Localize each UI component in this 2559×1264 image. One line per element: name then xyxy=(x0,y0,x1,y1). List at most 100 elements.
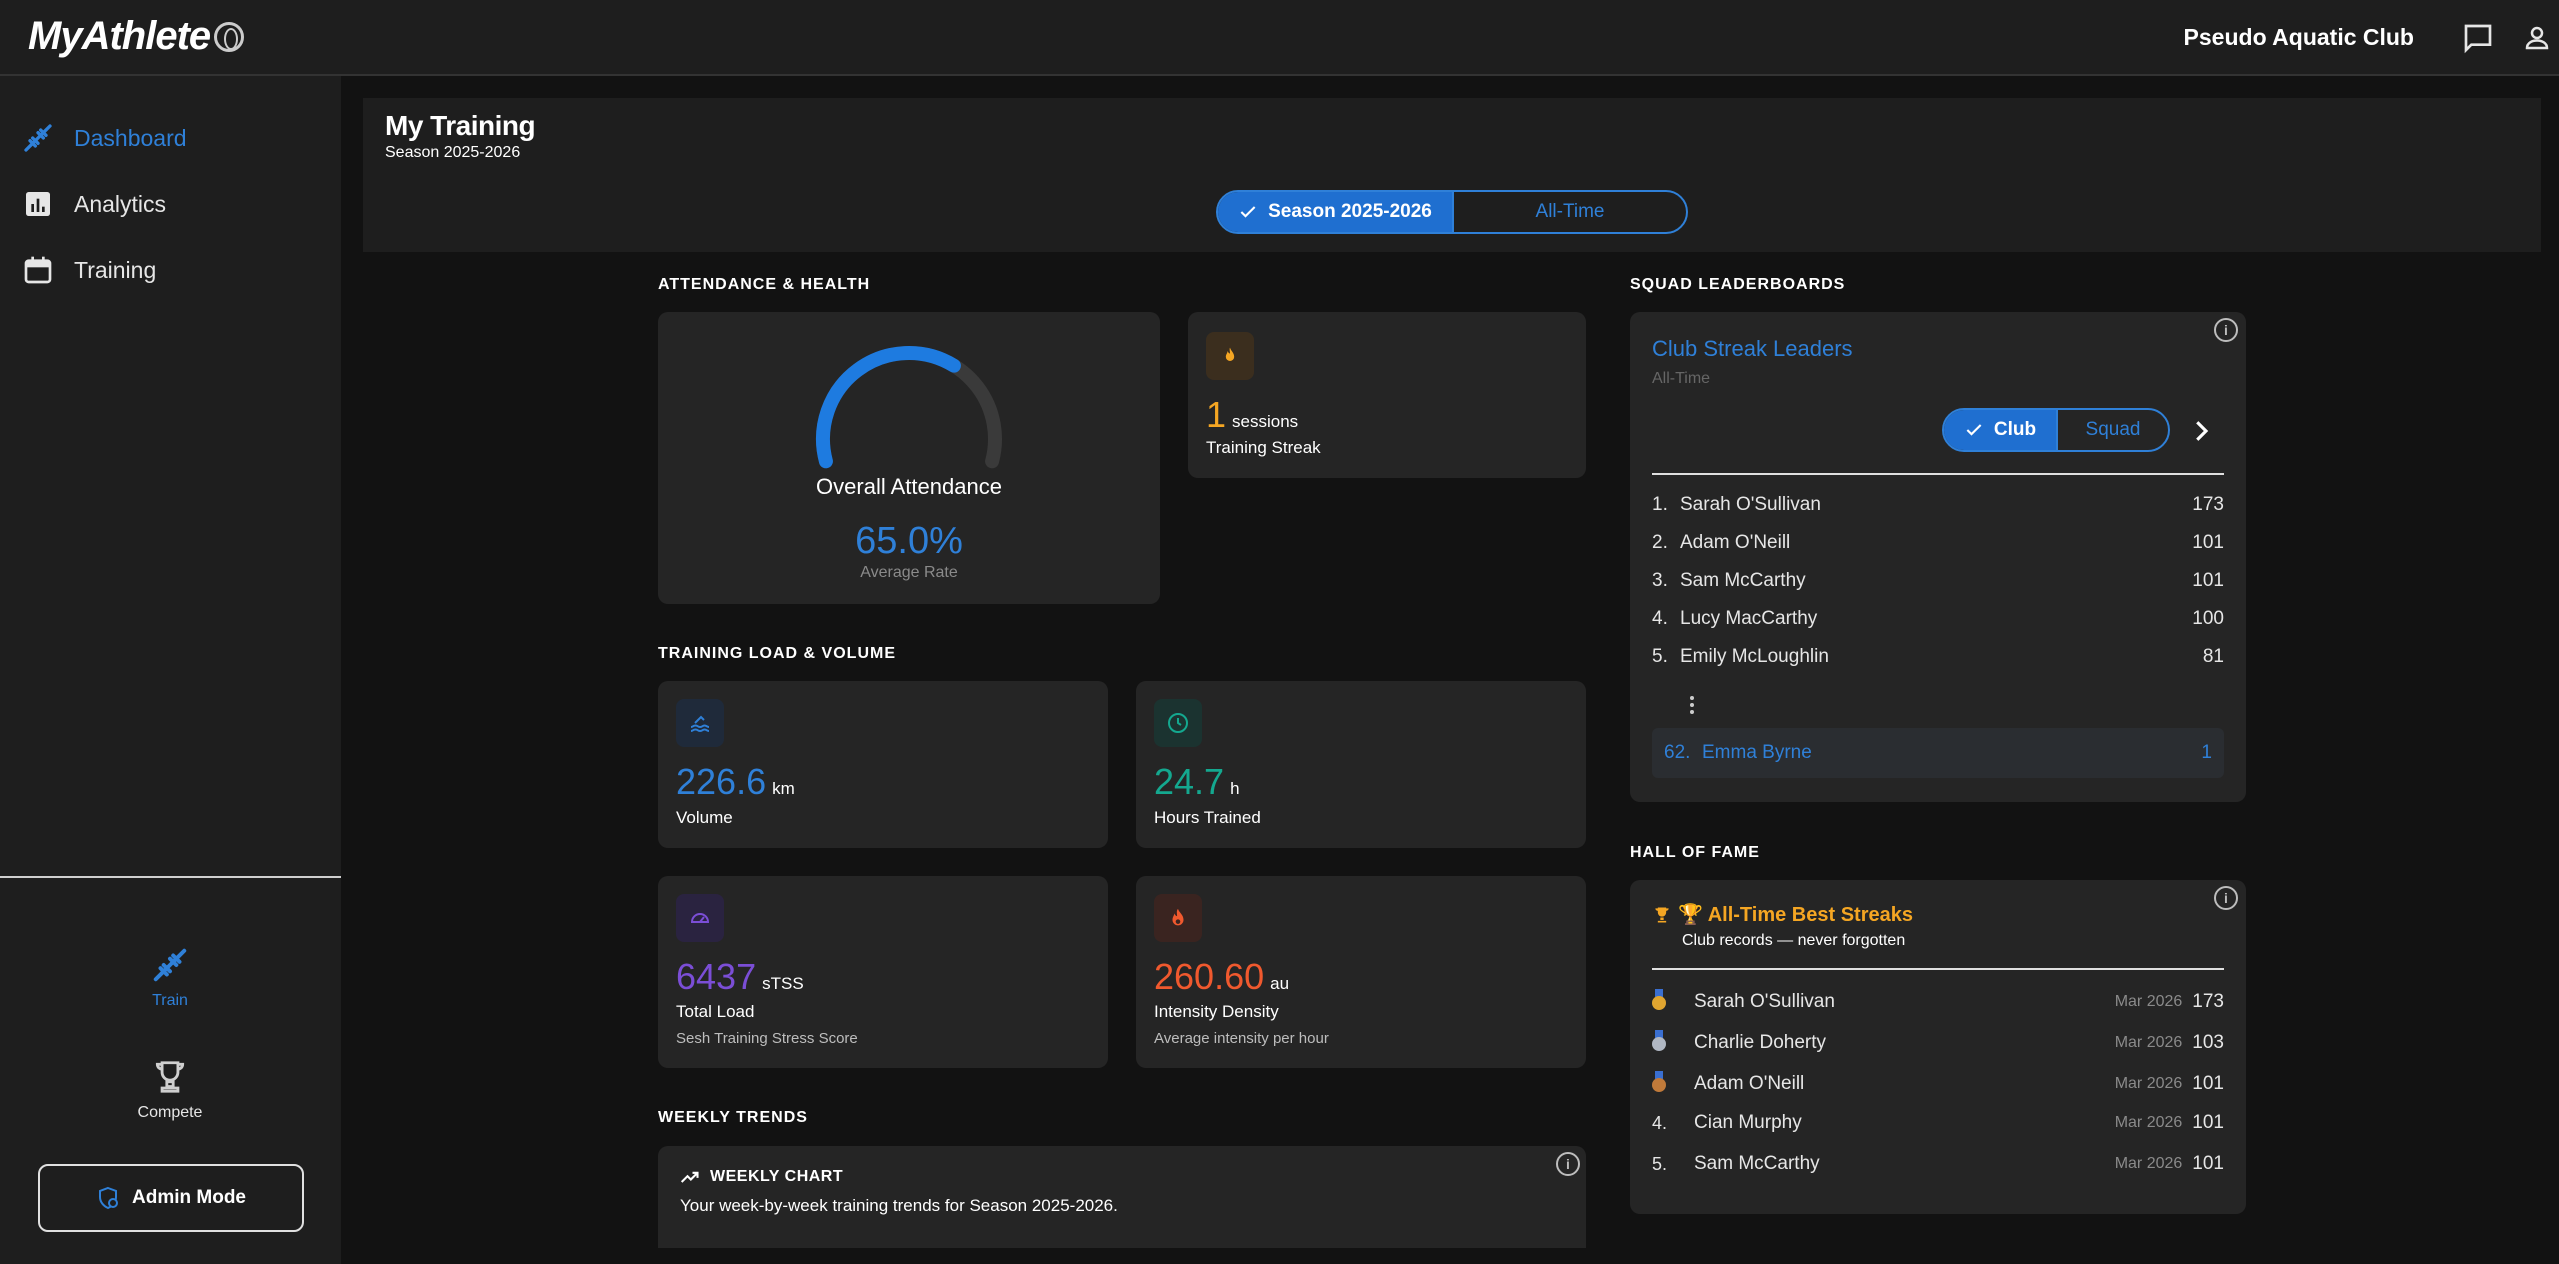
intensity-sublabel: Average intensity per hour xyxy=(1154,1030,1329,1047)
leaderboard-row[interactable]: 1. Sarah O'Sullivan 173 xyxy=(1652,494,2224,515)
attendance-sublabel: Average Rate xyxy=(860,564,958,581)
attendance-card: Overall Attendance 65.0% Average Rate xyxy=(658,312,1160,604)
flame-icon xyxy=(1154,894,1202,942)
account-icon[interactable] xyxy=(2519,20,2555,56)
info-icon[interactable]: i xyxy=(2214,886,2238,910)
weekly-chart-card: WEEKLY CHART Your week-by-week training … xyxy=(658,1146,1586,1248)
page-subtitle: Season 2025-2026 xyxy=(385,144,521,161)
chevron-right-icon[interactable] xyxy=(2186,416,2216,446)
hall-of-fame-title: 🏆 All-Time Best Streaks xyxy=(1678,904,1913,926)
bottom-nav-train[interactable]: Train xyxy=(110,946,230,1010)
page-title: My Training xyxy=(385,110,536,141)
speedometer-icon xyxy=(676,894,724,942)
section-title-attendance: ATTENDANCE & HEALTH xyxy=(658,276,871,293)
leaderboard-divider xyxy=(1652,473,2224,475)
check-icon xyxy=(1966,424,1982,436)
trophy-icon xyxy=(1655,907,1669,922)
load-sublabel: Sesh Training Stress Score xyxy=(676,1030,858,1047)
intensity-unit: au xyxy=(1270,974,1290,993)
sidebar: Dashboard Analytics Training Train Compe… xyxy=(0,76,341,1264)
hall-of-fame-row[interactable]: Sarah O'Sullivan Mar 2026 173 xyxy=(1652,989,2224,1014)
streak-unit: sessions xyxy=(1232,412,1299,431)
top-app-bar: MyAthlete Pseudo Aquatic Club xyxy=(0,0,2559,76)
sidebar-item-analytics[interactable]: Analytics xyxy=(0,174,341,234)
clock-icon xyxy=(1154,699,1202,747)
my-rank-row[interactable]: 62. Emma Byrne 1 xyxy=(1652,728,2224,778)
info-icon[interactable]: i xyxy=(1556,1152,1580,1176)
section-title-hall-of-fame: HALL OF FAME xyxy=(1630,844,1760,861)
club-squad-toggle: Club Squad xyxy=(1942,408,2170,452)
attendance-title: Overall Attendance xyxy=(816,474,1002,499)
bar-chart-icon xyxy=(26,192,50,216)
toggle-squad[interactable]: Squad xyxy=(2056,410,2168,450)
silver-medal-icon xyxy=(1652,1030,1666,1051)
toggle-club[interactable]: Club xyxy=(1944,410,2056,450)
trophy-icon xyxy=(155,1061,185,1093)
fire-icon xyxy=(1206,332,1254,380)
trending-up-icon xyxy=(680,1171,699,1183)
attendance-gauge xyxy=(816,346,1002,469)
toggle-season[interactable]: Season 2025-2026 xyxy=(1218,192,1452,232)
hall-of-fame-row[interactable]: Charlie Doherty Mar 2026 103 xyxy=(1652,1030,2224,1055)
weekly-chart-title: WEEKLY CHART xyxy=(710,1168,844,1185)
leaderboard-row[interactable]: 2. Adam O'Neill 101 xyxy=(1652,532,2224,553)
hall-of-fame-row[interactable]: Adam O'Neill Mar 2026 101 xyxy=(1652,1071,2224,1096)
volume-card: 226.6 km Volume xyxy=(658,681,1108,848)
streak-value: 1 xyxy=(1206,394,1227,435)
sidebar-item-dashboard[interactable]: Dashboard xyxy=(0,108,341,168)
intensity-label: Intensity Density xyxy=(1154,1002,1279,1021)
bottom-nav-compete[interactable]: Compete xyxy=(110,1058,230,1122)
sidebar-item-training[interactable]: Training xyxy=(0,240,341,300)
page-header: My Training Season 2025-2026 Season 2025… xyxy=(363,98,2541,252)
volume-unit: km xyxy=(772,779,795,798)
info-icon[interactable]: i xyxy=(2214,318,2238,342)
gold-medal-icon xyxy=(1652,989,1666,1010)
app-logo[interactable]: MyAthlete xyxy=(28,14,245,59)
load-card: 6437 sTSS Total Load Sesh Training Stress… xyxy=(658,876,1108,1068)
bronze-medal-icon xyxy=(1652,1071,1666,1092)
load-label: Total Load xyxy=(676,1002,755,1021)
volume-value: 226.6 xyxy=(676,761,767,802)
attendance-gauge-fill xyxy=(816,346,961,469)
streak-label: Training Streak xyxy=(1206,438,1321,457)
sidebar-divider xyxy=(0,876,341,878)
load-value: 6437 xyxy=(676,956,757,997)
leaderboard-subtitle: All-Time xyxy=(1652,370,1711,387)
leaderboard-row[interactable]: 4. Lucy MacCarthy 100 xyxy=(1652,608,2224,629)
hours-card: 24.7 h Hours Trained xyxy=(1136,681,1586,848)
section-title-load: TRAINING LOAD & VOLUME xyxy=(658,645,896,662)
dumbbell-icon xyxy=(24,124,52,152)
hours-label: Hours Trained xyxy=(1154,808,1261,827)
hours-value: 24.7 xyxy=(1154,761,1225,802)
leaderboard-title: Club Streak Leaders xyxy=(1652,336,1853,361)
weekly-chart-description: Your week-by-week training trends for Se… xyxy=(680,1196,1118,1215)
section-title-leaderboards: SQUAD LEADERBOARDS xyxy=(1630,276,1846,293)
admin-mode-button[interactable]: Admin Mode xyxy=(38,1164,304,1232)
intensity-value: 260.60 xyxy=(1154,956,1265,997)
intensity-card: 260.60 au Intensity Density Average inten… xyxy=(1136,876,1586,1068)
season-toggle: Season 2025-2026 All-Time xyxy=(1216,190,1688,234)
hours-unit: h xyxy=(1230,779,1240,798)
volume-label: Volume xyxy=(676,808,733,827)
globe-icon xyxy=(214,21,245,52)
leaderboard-row[interactable]: 3. Sam McCarthy 101 xyxy=(1652,570,2224,591)
attendance-value: 65.0% xyxy=(855,520,963,562)
club-name: Pseudo Aquatic Club xyxy=(2183,24,2414,50)
load-unit: sTSS xyxy=(762,974,804,993)
more-vertical-icon xyxy=(1690,696,1696,714)
streak-card: 1 sessions Training Streak xyxy=(1188,312,1586,478)
hall-of-fame-divider xyxy=(1652,968,2224,970)
leaderboard-card: i Club Streak Leaders All-Time Club Squa… xyxy=(1630,312,2246,802)
messages-icon[interactable] xyxy=(2460,20,2496,56)
calendar-icon xyxy=(24,256,52,284)
hall-of-fame-row[interactable]: 5. Sam McCarthy Mar 2026 101 xyxy=(1652,1153,2224,1174)
leaderboard-row[interactable]: 5. Emily McLoughlin 81 xyxy=(1652,646,2224,667)
toggle-all-time[interactable]: All-Time xyxy=(1452,192,1686,232)
swim-icon xyxy=(676,699,724,747)
dumbbell-icon xyxy=(153,948,187,982)
check-icon xyxy=(1240,206,1256,218)
section-title-trends: WEEKLY TRENDS xyxy=(658,1109,808,1126)
hall-of-fame-row[interactable]: 4. Cian Murphy Mar 2026 101 xyxy=(1652,1112,2224,1133)
admin-shield-icon xyxy=(99,1186,118,1210)
hall-of-fame-subtitle: Club records — never forgotten xyxy=(1682,932,1906,949)
